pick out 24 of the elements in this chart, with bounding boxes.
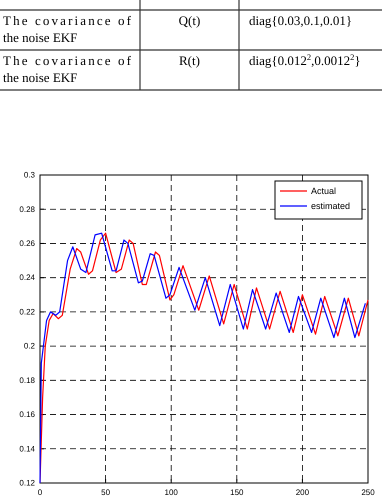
y-tick-label: 0.22 <box>19 307 36 316</box>
text: diag{0.03,0.1,0.01} <box>249 13 352 28</box>
y-tick-label: 0.16 <box>19 410 36 420</box>
text: R(t) <box>179 53 200 68</box>
text: Q(t) <box>178 13 200 28</box>
x-tick-label: 250 <box>361 488 376 497</box>
legend-label: Actual <box>311 186 336 196</box>
y-tick-label: 0.28 <box>19 204 36 214</box>
y-tick-label: 0.14 <box>19 444 36 454</box>
y-tick-label: 0.12 <box>19 478 36 488</box>
text: The covariance of the noise EKF <box>3 13 132 45</box>
text: The covariance of the noise EKF <box>3 53 132 85</box>
y-tick-label: 0.3 <box>24 170 36 180</box>
y-tick-label: 0.24 <box>19 273 36 282</box>
y-tick-label: 0.26 <box>19 239 36 248</box>
text: diag{0.012$^{2}$,0.0012$^{2}$} <box>249 52 361 68</box>
x-tick-label: 100 <box>164 488 178 497</box>
y-tick-label: 0.18 <box>19 376 36 385</box>
x-tick-label: 0 <box>38 488 43 497</box>
legend-label: estimated <box>311 201 350 211</box>
y-tick-label: 0.2 <box>24 342 36 351</box>
x-tick-label: 150 <box>230 488 244 497</box>
x-tick-label: 50 <box>101 488 111 497</box>
x-tick-label: 200 <box>296 488 310 497</box>
